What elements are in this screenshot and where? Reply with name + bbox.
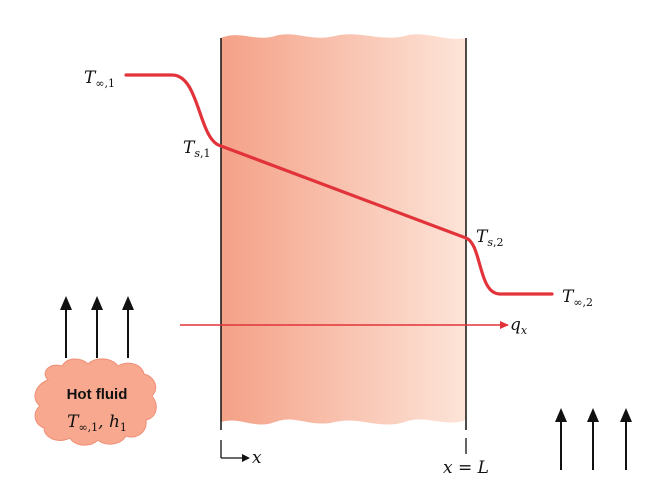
up-arrow-icon: [555, 408, 567, 422]
label-t-inf-2: T∞,2: [562, 287, 593, 309]
label-qx: qx: [510, 315, 528, 337]
up-arrow-icon: [91, 296, 103, 310]
hot-fluid-blob: [34, 358, 157, 446]
up-arrow-icon: [60, 296, 72, 310]
temperature-profile: [124, 73, 554, 296]
label-t-s-2: Ts,2: [476, 227, 504, 249]
up-arrow-icon: [620, 408, 632, 422]
label-x: x: [252, 448, 262, 468]
x-axis-indicator: [220, 440, 250, 462]
flow-arrows-right: [555, 408, 632, 470]
label-t-s-1: Ts,1: [183, 138, 211, 160]
up-arrow-icon: [587, 408, 599, 422]
wall-slab: [221, 34, 466, 425]
hot-fluid-title: Hot fluid: [67, 386, 128, 403]
label-t-inf-1: T∞,1: [84, 68, 115, 90]
label-x-eq-l: x = L: [443, 458, 489, 478]
hot-fluid-params: T∞,1, h1: [67, 412, 127, 434]
up-arrow-icon: [122, 296, 134, 310]
flow-arrows-left: [60, 296, 134, 358]
